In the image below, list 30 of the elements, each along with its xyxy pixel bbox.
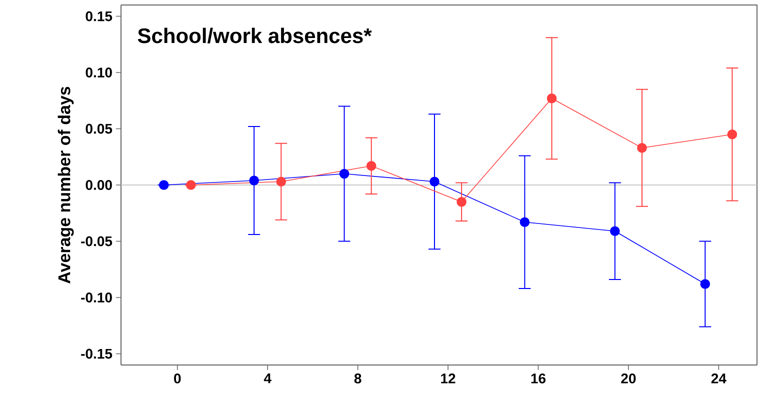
point (276, 176, 286, 187)
y-tick-label: 0.05 (86, 124, 112, 134)
point (366, 160, 376, 171)
x-tick-label: 20 (621, 374, 636, 384)
point (456, 196, 466, 207)
text: School/work absences* (138, 28, 372, 44)
x-tick-label: 12 (441, 374, 456, 384)
point (520, 217, 530, 228)
point (249, 176, 259, 186)
point (430, 176, 440, 187)
y-tick-label: -0.15 (81, 348, 112, 359)
y-axis-title: Average number of days (58, 86, 74, 284)
y-tick-label: 0.15 (86, 11, 112, 22)
point (637, 142, 647, 153)
x-tick-label: 8 (354, 374, 362, 384)
x-tick-label: 24 (711, 374, 726, 384)
x-tick-label: 16 (531, 374, 546, 384)
y-tick-label: -0.05 (81, 236, 112, 246)
point (158, 180, 169, 190)
point (546, 93, 557, 104)
y-tick-label: 0.10 (86, 68, 112, 78)
point (727, 129, 738, 140)
point (186, 180, 196, 190)
y-tick-label: 0.00 (86, 180, 112, 190)
point (700, 279, 710, 289)
y-tick-label: -0.10 (81, 292, 112, 302)
x-tick-label: 4 (264, 374, 272, 384)
point (610, 226, 620, 236)
x-tick-label: 0 (174, 374, 181, 384)
point (339, 168, 350, 179)
